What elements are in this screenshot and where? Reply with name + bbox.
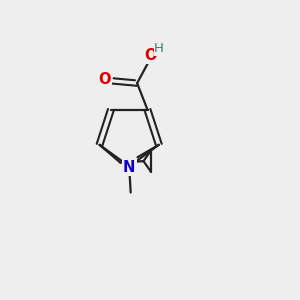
Text: O: O	[98, 72, 111, 87]
Text: O: O	[145, 48, 157, 63]
Text: N: N	[123, 160, 135, 175]
Text: H: H	[154, 42, 164, 55]
